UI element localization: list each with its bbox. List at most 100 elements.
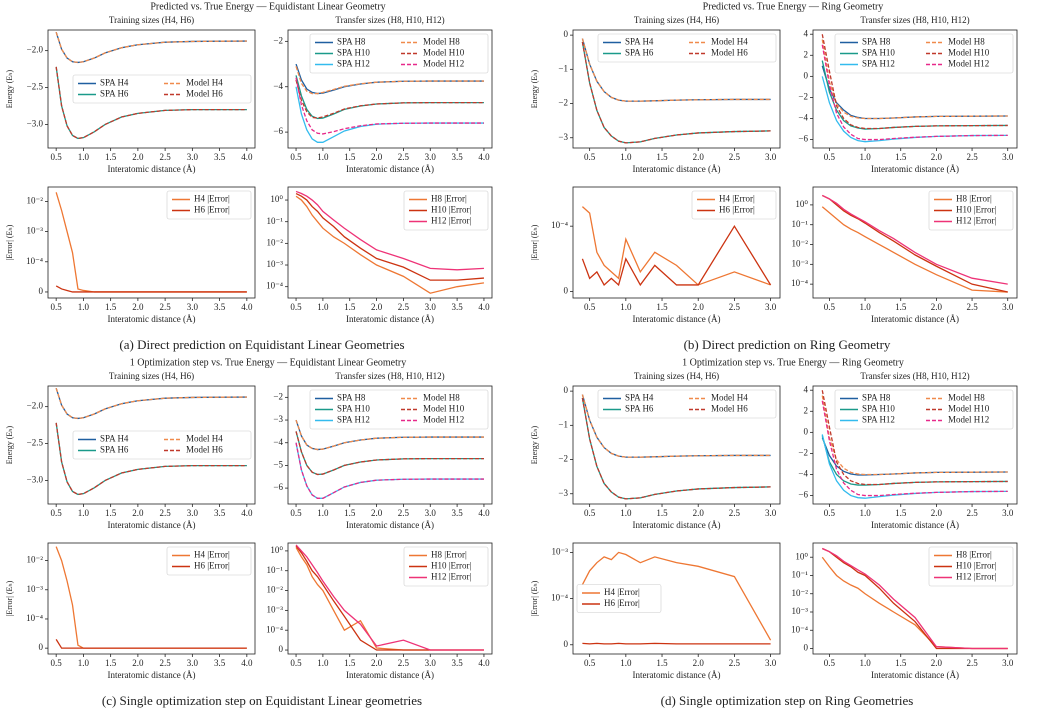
series-line: [821, 39, 1008, 120]
legend-label: SPA H10: [862, 48, 895, 58]
subplot-title: Transfer sizes (H8, H10, H12): [335, 371, 444, 381]
x-axis-label: Interatomic distance (Å): [871, 314, 959, 324]
series-line: [295, 66, 484, 95]
series-line: [581, 397, 771, 500]
x-axis-label: Interatomic distance (Å): [346, 164, 434, 174]
series-line: [581, 394, 771, 458]
legend-label: Model H6: [186, 89, 223, 99]
x-axis-label: Interatomic distance (Å): [108, 670, 196, 680]
series-line: [821, 65, 1008, 120]
legend-label: H8 |Error|: [431, 550, 467, 560]
y-tick-label: 10⁻⁴: [791, 624, 808, 634]
y-tick-label: −2.5: [27, 438, 44, 448]
series-line: [55, 32, 247, 64]
x-tick-label: 1.0: [859, 152, 871, 162]
x-tick-label: 2.5: [966, 152, 978, 162]
x-tick-label: 2.0: [693, 658, 705, 668]
subplot: Training sizes (H4, H6) Interatomic dista…: [5, 15, 256, 174]
y-tick-label: −2: [798, 91, 808, 101]
x-tick-label: 1.5: [895, 152, 907, 162]
legend-box: [576, 584, 662, 613]
axes-frame: [812, 29, 1018, 149]
x-tick-label: 2.0: [371, 508, 383, 518]
axes-frame: [47, 385, 256, 505]
series-line: [295, 431, 484, 476]
series-line: [821, 194, 1008, 285]
axes-frame: [572, 186, 781, 299]
subplot: Transfer sizes (H8, H10, H12) Interatomic…: [798, 15, 1018, 174]
x-tick-label: 3.0: [187, 152, 199, 162]
x-tick-label: 2.5: [398, 152, 410, 162]
series-line: [822, 547, 1008, 650]
legend-label: Model H4: [186, 78, 223, 88]
y-tick-label: 10⁻¹: [792, 219, 809, 229]
series-line: [821, 437, 1008, 476]
y-axis-label: |Error| (Eₕ): [530, 224, 539, 260]
legend-label: Model H4: [186, 434, 223, 444]
legend-label: H10 |Error|: [956, 205, 997, 215]
x-tick-label: 1.5: [105, 152, 117, 162]
y-tick-label: −3: [558, 488, 568, 498]
legend-label: SPA H4: [625, 393, 654, 403]
legend: H8 |Error|H10 |Error|H12 |Error|: [403, 546, 489, 587]
legend: SPA H4 Model H4 SPA H6 Model H6: [72, 430, 252, 460]
x-tick-label: 2.5: [966, 508, 978, 518]
x-tick-label: 1.0: [620, 302, 632, 312]
x-tick-label: 0.5: [824, 152, 836, 162]
x-tick-label: 0.5: [584, 152, 596, 162]
x-axis-label: Interatomic distance (Å): [108, 520, 196, 530]
y-tick-label: −6: [273, 482, 283, 492]
x-tick-label: 1.5: [344, 152, 356, 162]
y-tick-label: 10⁻³: [27, 226, 44, 236]
x-tick-label: 3.0: [187, 658, 199, 668]
legend: SPA H8 Model H8 SPA H10 Model H10 SPA H12 Mod…: [834, 389, 1014, 430]
y-tick-label: 10⁻³: [267, 259, 284, 269]
legend-box: [309, 33, 489, 74]
legend: SPA H4 Model H4 SPA H6 Model H6: [597, 389, 777, 419]
legend: H4 |Error|H6 |Error|: [166, 546, 252, 576]
x-axis-label: Interatomic distance (Å): [108, 164, 196, 174]
x-axis-label: Interatomic distance (Å): [633, 314, 721, 324]
x-axis-label: Interatomic distance (Å): [871, 164, 959, 174]
series-line: [295, 545, 484, 651]
series-line: [295, 442, 484, 499]
x-tick-label: 3.0: [187, 302, 199, 312]
subplot: Interatomic distance (Å) |Error| (Eₕ) 0.5 1…: [530, 186, 781, 324]
x-tick-label: 3.5: [451, 152, 463, 162]
y-tick-label: −2: [558, 98, 568, 108]
x-tick-label: 1.0: [620, 658, 632, 668]
x-tick-label: 0.5: [290, 152, 302, 162]
axes-frame: [812, 186, 1018, 299]
axes-frame: [572, 385, 781, 505]
x-tick-label: 2.5: [159, 302, 171, 312]
x-tick-label: 4.0: [478, 508, 490, 518]
series-line: [821, 434, 1008, 499]
legend-box: [166, 190, 252, 220]
y-tick-label: −6: [798, 134, 808, 144]
x-tick-label: 1.0: [78, 658, 90, 668]
figure-caption: (a) Direct prediction on Equidistant Lin…: [119, 337, 404, 352]
y-tick-label: 10⁻¹: [267, 565, 284, 575]
legend-box: [834, 389, 1014, 430]
y-tick-label: −5: [273, 459, 283, 469]
legend-box: [928, 546, 1014, 587]
x-tick-label: 2.5: [398, 508, 410, 518]
y-tick-label: 0: [39, 286, 44, 296]
legend-label: H6 |Error|: [194, 561, 230, 571]
y-tick-label: 10⁻⁴: [26, 256, 43, 266]
series-line: [581, 38, 771, 102]
x-axis-label: Interatomic distance (Å): [871, 520, 959, 530]
figure-suptitle: 1 Optimization step vs. True Energy — Eq…: [130, 357, 406, 368]
y-axis-label: |Error| (Eₕ): [530, 580, 539, 616]
subplot: Interatomic distance (Å) 0.5 1.0 1.5 2.0 2.5 3…: [791, 186, 1018, 324]
legend-label: Model H10: [423, 48, 465, 58]
x-tick-label: 2.5: [159, 152, 171, 162]
x-tick-label: 3.0: [765, 508, 777, 518]
legend-label: H12 |Error|: [431, 572, 472, 582]
y-tick-label: 10⁻⁴: [551, 220, 568, 230]
subplot: Interatomic distance (Å) |Error| (Eₕ) 0.5 1…: [5, 542, 256, 680]
y-axis-label: Energy (Eₕ): [530, 425, 539, 464]
x-tick-label: 1.5: [105, 302, 117, 312]
series-line: [581, 551, 772, 641]
x-tick-label: 1.5: [656, 658, 668, 668]
